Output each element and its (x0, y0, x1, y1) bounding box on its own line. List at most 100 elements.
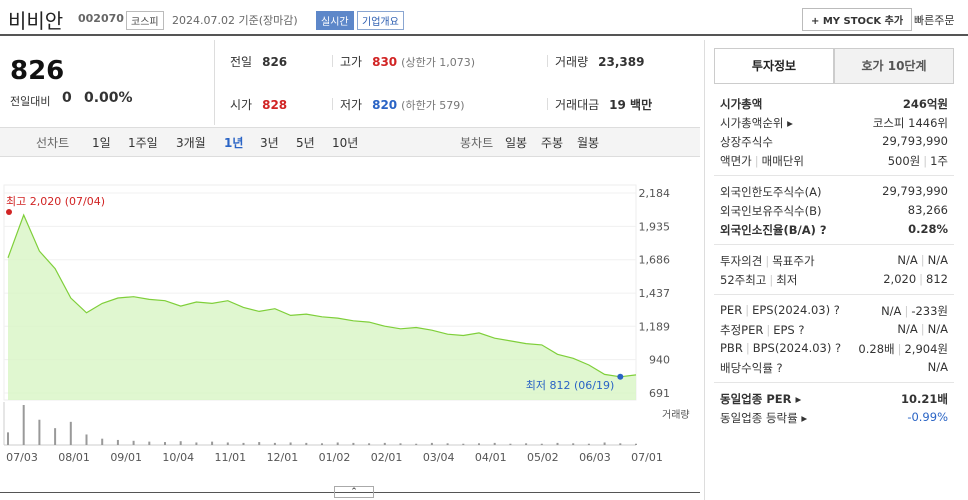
section-divider (714, 382, 954, 383)
info-row: 상장주식수 29,793,990 (720, 134, 948, 150)
item-label: 거래대금 (555, 98, 600, 112)
row-value: 코스피 1446위 (873, 115, 948, 131)
volume-bar (368, 443, 371, 445)
row-label: 외국인한도주식수(A) (720, 184, 821, 200)
item-value: 830 (372, 55, 398, 69)
row-value: 246억원 (903, 96, 948, 112)
separator: | (923, 154, 928, 168)
period-tab[interactable]: 3개월 (176, 136, 206, 150)
row-value: N/A | N/A (897, 253, 948, 269)
item-label: 고가 (340, 55, 363, 69)
section-divider (714, 294, 954, 295)
quick-order[interactable]: 빠른주문 (914, 14, 955, 27)
label-part: 시가총액순위 ▸ (720, 116, 793, 130)
volume-bar (38, 419, 41, 445)
market-badge: 코스피 (126, 11, 164, 30)
value-part: N/A (897, 253, 918, 267)
separator: | (920, 322, 925, 336)
volume-bar (587, 443, 590, 445)
y-tick-label: 1,437 (639, 287, 671, 300)
volume-bar (430, 442, 433, 445)
x-tick-label: 07/03 (6, 451, 38, 464)
period-tabs (0, 127, 700, 157)
info-row: 동일업종 PER ▸ 10.21배 (720, 391, 948, 407)
info-row: 시가총액 246억원 (720, 96, 948, 112)
item-label: 저가 (340, 98, 363, 112)
row-label: 투자의견 | 목표주가 (720, 253, 815, 269)
row-value: 29,793,990 (882, 184, 948, 200)
y-tick-label: 2,184 (639, 187, 671, 200)
label-part: 매매단위 (761, 154, 804, 168)
x-tick-label: 06/03 (579, 451, 611, 464)
volume-bar (352, 442, 355, 445)
change: 0 (62, 90, 72, 106)
label-part: 추정PER (720, 323, 764, 337)
volume-bar (415, 443, 418, 445)
expand-button[interactable]: ⌃ (334, 486, 374, 498)
row-value: 0.28% (908, 222, 948, 238)
label-part: 배당수익률 ? (720, 361, 783, 375)
label-part: 외국인보유주식수(B) (720, 204, 822, 218)
row-label: 외국인보유주식수(B) (720, 203, 822, 219)
y-tick-label: 1,189 (639, 320, 671, 333)
info-row: 시가총액순위 ▸ 코스피 1446위 (720, 115, 948, 131)
period-tab[interactable]: 1일 (92, 136, 111, 150)
info-row: 액면가 | 매매단위 500원 | 1주 (720, 153, 948, 169)
row-label: 배당수익률 ? (720, 360, 783, 376)
realtime-button[interactable]: 실시간 (316, 11, 354, 30)
volume-bar (383, 442, 386, 445)
info-row: PER | EPS(2024.03) ? N/A | -233원 (720, 303, 948, 319)
volume-bar (258, 442, 261, 445)
info-row: 투자의견 | 목표주가 N/A | N/A (720, 253, 948, 269)
sidebar-tab[interactable]: 호가 10단계 (834, 48, 954, 84)
period-tab[interactable]: 10년 (332, 136, 359, 150)
label-part: 시가총액 (720, 97, 763, 111)
label-part: BPS(2024.03) ? (752, 341, 842, 355)
x-tick-label: 04/01 (475, 451, 507, 464)
volume-bar (7, 432, 9, 445)
separator: | (904, 304, 909, 318)
volume-bar (509, 443, 512, 445)
candle-tab[interactable]: 주봉 (541, 136, 564, 150)
info-row: 외국인소진율(B/A) ? 0.28% (720, 222, 948, 238)
separator: | (897, 342, 902, 356)
row-label: 52주최고 | 최저 (720, 272, 797, 288)
candle-tab[interactable]: 일봉 (505, 136, 528, 150)
price-area (8, 215, 636, 400)
value-part: -233원 (911, 304, 948, 318)
sidebar-tab[interactable]: 투자정보 (714, 48, 834, 84)
x-tick-label: 02/01 (371, 451, 403, 464)
row-value: N/A | -233원 (881, 303, 948, 319)
volume-bar (273, 442, 276, 445)
period-tab[interactable]: 1년 (224, 136, 244, 150)
row-value: 83,266 (908, 203, 948, 219)
value-part: N/A (927, 360, 948, 374)
value-part: 2,020 (883, 272, 917, 286)
date: 2024.07.02 기준(장마감) (172, 14, 298, 27)
company-button[interactable]: 기업개요 (357, 11, 404, 30)
volume-bar (22, 405, 25, 445)
tab-label: 선차트 (36, 136, 70, 150)
value-part: 10.21배 (901, 392, 948, 406)
divider (332, 55, 333, 67)
volume-bar (321, 443, 323, 445)
mystock-button[interactable]: + MY STOCK 추가 (802, 8, 913, 31)
label-part: 액면가 (720, 154, 752, 168)
row-label: PER | EPS(2024.03) ? (720, 303, 840, 319)
volume-bar (556, 442, 559, 445)
period-tab[interactable]: 1주일 (128, 136, 158, 150)
value-part: -0.99% (907, 410, 948, 424)
label-part: 투자의견 (720, 254, 763, 268)
volume-bar (540, 443, 543, 445)
row-label: 동일업종 등락률 ▸ (720, 410, 807, 426)
candle-tab[interactable]: 월봉 (577, 136, 600, 150)
volume-bar (226, 442, 229, 445)
period-tab[interactable]: 5년 (296, 136, 315, 150)
volume-bar (572, 443, 575, 445)
row-value: 0.28배 | 2,904원 (858, 341, 948, 357)
value-part: N/A (881, 304, 902, 318)
volume-bar (462, 443, 465, 445)
separator: | (769, 273, 774, 287)
row-value: N/A (928, 360, 948, 376)
period-tab[interactable]: 3년 (260, 136, 279, 150)
